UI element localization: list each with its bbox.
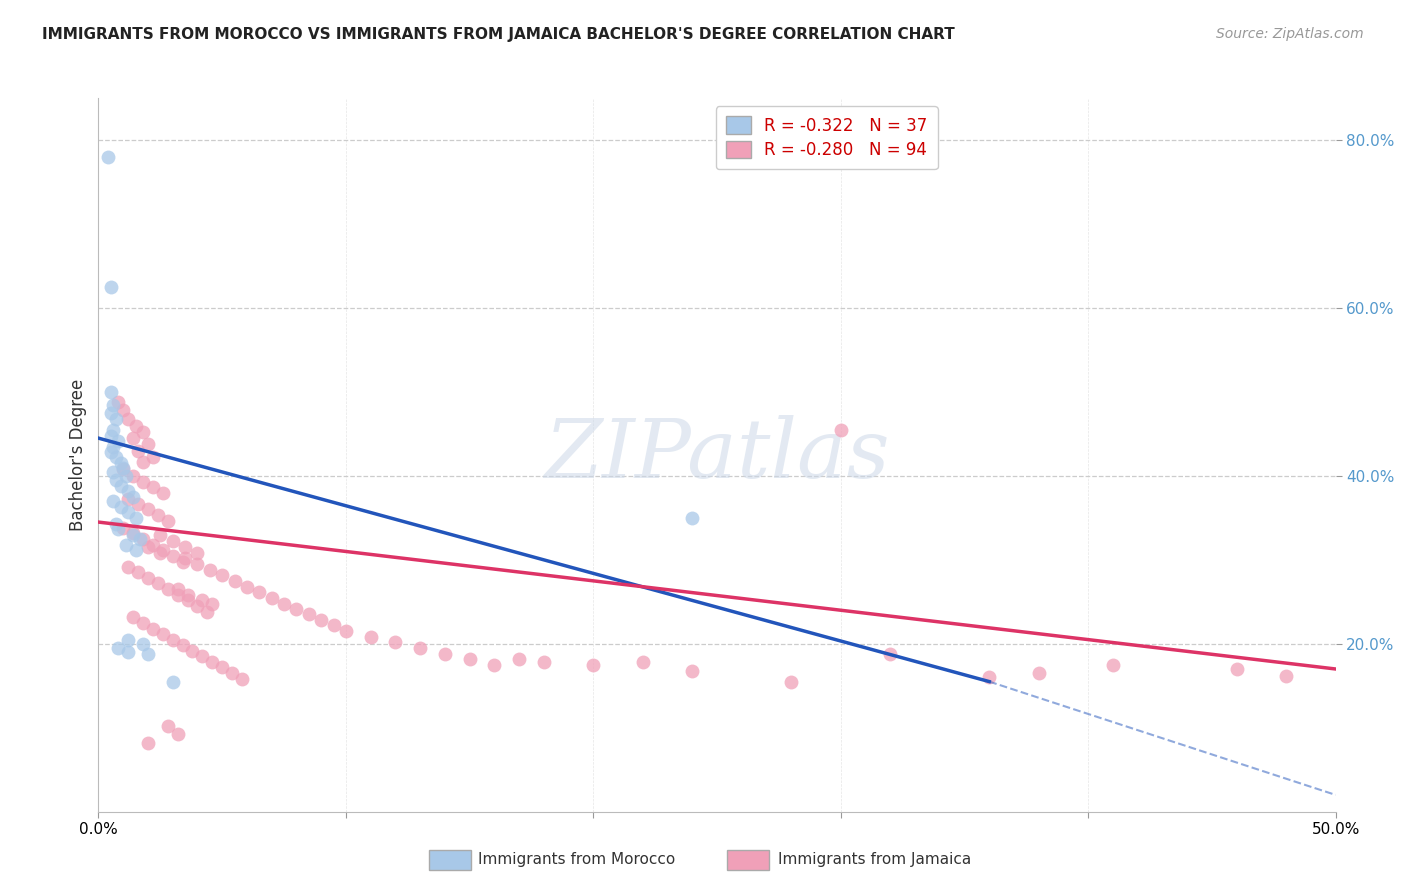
Text: Source: ZipAtlas.com: Source: ZipAtlas.com <box>1216 27 1364 41</box>
Y-axis label: Bachelor's Degree: Bachelor's Degree <box>69 379 87 531</box>
Text: ZIPatlas: ZIPatlas <box>544 415 890 495</box>
Text: Immigrants from Morocco: Immigrants from Morocco <box>478 853 675 867</box>
Legend: R = -0.322   N = 37, R = -0.280   N = 94: R = -0.322 N = 37, R = -0.280 N = 94 <box>716 106 938 169</box>
Text: IMMIGRANTS FROM MOROCCO VS IMMIGRANTS FROM JAMAICA BACHELOR'S DEGREE CORRELATION: IMMIGRANTS FROM MOROCCO VS IMMIGRANTS FR… <box>42 27 955 42</box>
Text: Immigrants from Jamaica: Immigrants from Jamaica <box>778 853 970 867</box>
